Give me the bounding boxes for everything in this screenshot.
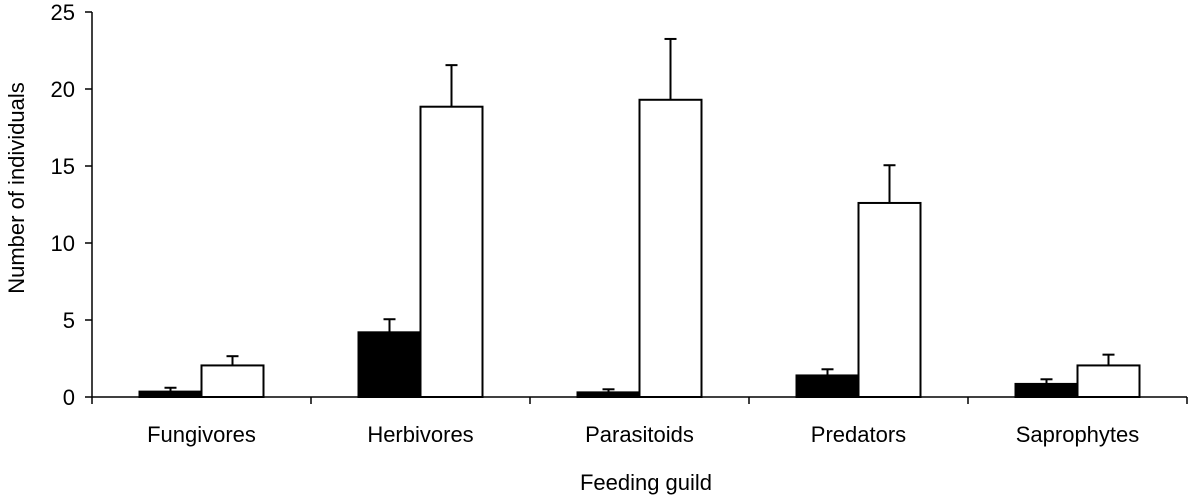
bar-black (795, 374, 860, 399)
x-tick-label: Parasitoids (585, 422, 694, 447)
x-tick-label: Fungivores (147, 422, 256, 447)
y-tick-label: 25 (51, 0, 75, 25)
y-tick-label: 0 (63, 385, 75, 410)
y-tick-label: 10 (51, 231, 75, 256)
x-tick-label: Saprophytes (1016, 422, 1140, 447)
bars (138, 37, 1141, 399)
y-tick-label: 15 (51, 154, 75, 179)
y-tick-label: 5 (63, 308, 75, 333)
bar-white (857, 201, 922, 398)
x-axis: Fungivores Herbivores Parasitoids Predators… (91, 396, 1188, 447)
bar-black (576, 391, 641, 399)
bar-black (1014, 382, 1079, 399)
bar-black (138, 390, 203, 398)
bar-white (638, 98, 703, 398)
bar-black (357, 331, 422, 399)
bar-white (419, 105, 484, 399)
y-axis: 0 5 10 15 20 25 (51, 0, 93, 410)
bar-white (1076, 364, 1141, 398)
y-axis-title: Number of individuals (4, 82, 29, 294)
y-tick-label: 20 (51, 77, 75, 102)
x-tick-label: Herbivores (367, 422, 473, 447)
x-axis-title: Feeding guild (580, 470, 712, 495)
bar-white (200, 364, 265, 398)
x-tick-label: Predators (811, 422, 906, 447)
